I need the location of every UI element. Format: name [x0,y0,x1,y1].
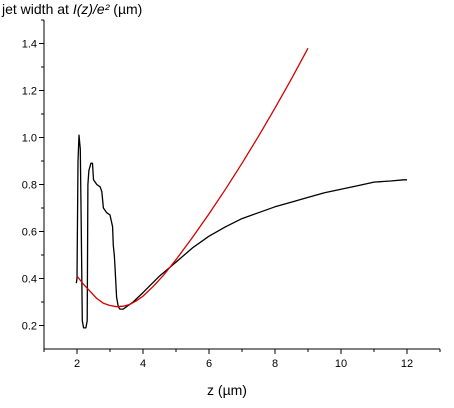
y-tick-label: 0.6 [22,227,37,239]
y-tick-label: 1.0 [22,133,37,145]
x-axis-ticks: 2 4 6 8 10 12 [43,349,441,370]
series-line-black [75,134,407,329]
y-axis-label-math: I(z)/e² [72,1,110,17]
series-group [75,47,407,329]
y-tick-label: 1.2 [22,86,37,98]
y-axis-label-unit: (µm) [109,1,143,17]
y-axis-label-prefix: jet width at [2,1,73,17]
y-tick-label: 1.4 [22,39,37,51]
y-tick-label: 0.8 [22,180,37,192]
axes [43,20,440,350]
x-tick-label: 6 [206,358,212,370]
series-line-red [76,47,309,308]
x-tick-label: 12 [401,358,413,370]
x-tick-label: 8 [272,358,278,370]
y-axis-ticks: 0.2 0.4 0.6 0.8 1.0 1.2 1.4 [22,19,44,333]
y-axis-label: jet width at I(z)/e² (µm) [2,1,142,17]
y-tick-label: 0.4 [22,274,37,286]
x-axis-label: z (µm) [207,382,247,398]
x-tick-label: 10 [335,358,347,370]
y-tick-label: 0.2 [22,321,37,333]
x-tick-label: 4 [140,358,146,370]
x-tick-label: 2 [74,358,80,370]
